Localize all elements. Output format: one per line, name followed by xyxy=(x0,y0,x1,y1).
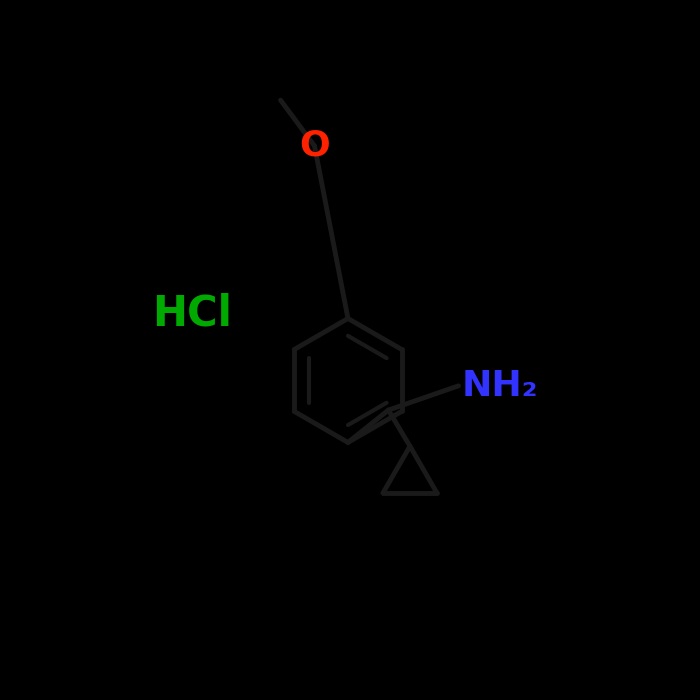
Text: HCl: HCl xyxy=(152,292,232,334)
Text: NH₂: NH₂ xyxy=(461,369,538,402)
Text: O: O xyxy=(299,129,330,163)
